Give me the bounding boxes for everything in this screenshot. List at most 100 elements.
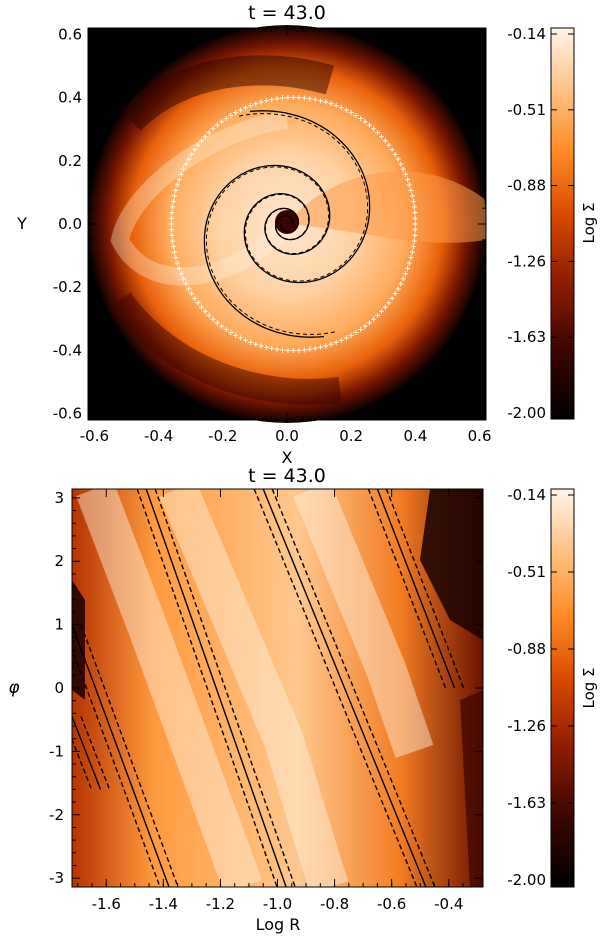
bottom-spiral-arm	[72, 624, 170, 887]
bottom-spiral-arm-dashed	[154, 489, 296, 887]
bottom-spiral-curves	[72, 489, 465, 887]
top-orbit-marker	[307, 346, 313, 352]
top-disk-density	[88, 25, 486, 423]
top-orbit-marker	[199, 304, 205, 310]
top-orbit-marker	[403, 271, 409, 277]
top-colorbar-tick-label: -2.00	[507, 404, 546, 422]
top-orbit-marker	[318, 344, 324, 350]
top-orbit-marker	[263, 98, 269, 104]
top-y-tick-label: 0.4	[58, 89, 82, 107]
top-orbit-marker	[279, 95, 285, 101]
bottom-spiral-arm	[72, 716, 102, 790]
bottom-colorbar-tick-label: -2.00	[507, 871, 546, 889]
bottom-x-tick-label: -0.8	[320, 895, 349, 913]
top-orbit-marker	[410, 244, 416, 250]
top-orbit-marker	[338, 337, 344, 343]
bottom-colorbar-tick-label: -1.26	[507, 717, 546, 735]
bottom-colorbar-label: Log Σ	[580, 667, 598, 708]
top-colorbar-tick-label: -1.63	[507, 328, 546, 346]
top-orbit-marker	[242, 105, 248, 111]
top-x-axis-label: X	[282, 448, 293, 467]
top-orbit-marker	[195, 142, 201, 148]
top-orbit-marker	[178, 171, 184, 177]
top-orbit-marker	[398, 281, 404, 287]
top-spiral-arm	[236, 113, 369, 282]
top-orbit-marker	[312, 345, 318, 351]
top-y-tick-label: -0.2	[53, 278, 82, 296]
top-orbit-marker	[269, 97, 275, 103]
top-x-tick-label: -0.4	[144, 427, 173, 445]
top-orbit-marker	[333, 103, 339, 109]
top-orbit-marker	[358, 115, 364, 121]
top-y-tick-label: -0.6	[53, 405, 82, 423]
top-orbit-marker	[343, 335, 349, 341]
top-orbit-marker	[412, 210, 418, 216]
top-orbit-marker	[174, 182, 180, 188]
top-spiral-arm	[205, 166, 338, 335]
bottom-x-tick-label: -0.6	[377, 895, 406, 913]
top-orbit-marker	[395, 156, 401, 162]
top-orbit-marker	[285, 347, 291, 353]
top-orbit-marker	[386, 300, 392, 306]
bottom-x-tick-label: -1.4	[149, 895, 178, 913]
top-orbit-marker	[228, 330, 234, 336]
top-colorbar-tick-label: -0.51	[507, 101, 546, 119]
top-x-tick-label: 0.4	[403, 427, 427, 445]
top-orbit-marker	[214, 122, 220, 128]
top-orbit-marker	[389, 147, 395, 153]
top-orbit-marker	[386, 142, 392, 148]
top-orbit-marker	[379, 308, 385, 314]
top-orbit-marker	[408, 255, 414, 261]
top-orbit-marker	[192, 295, 198, 301]
bottom-bright-band	[293, 489, 434, 758]
top-orbit-marker	[170, 204, 176, 210]
top-orbit-marker	[412, 215, 418, 221]
top-orbit-marker	[228, 112, 234, 118]
bottom-x-tick-label: -1.2	[206, 895, 235, 913]
top-y-tick-label: 0.0	[58, 215, 82, 233]
top-colorbar-ticks: -2.00 -1.63 -1.26 -0.88 -0.51 -0.14	[507, 25, 574, 422]
top-orbit-marker	[290, 347, 296, 353]
top-orbit-marker	[189, 291, 195, 297]
top-orbit-marker	[409, 193, 415, 199]
top-orbit-marker	[406, 182, 412, 188]
panel-top-xy-map: t = 43.0 -0.6 -0.4 -0.2 0.0 0.2 0.4 0.6-0.6-0.…	[16, 2, 598, 467]
top-y-axis-label: Y	[16, 214, 27, 233]
bottom-x-tick-label: -1.0	[263, 895, 292, 913]
top-orbit-marker	[173, 187, 179, 193]
top-orbit-marker	[169, 210, 175, 216]
top-orbit-marker	[199, 138, 205, 144]
bottom-bright-band	[159, 489, 349, 887]
top-orbit-marker	[183, 161, 189, 167]
bottom-plot-title: t = 43.0	[248, 465, 326, 487]
top-orbit-markers	[168, 95, 418, 353]
top-orbit-marker	[248, 339, 254, 345]
top-orbit-marker	[219, 119, 225, 125]
top-orbit-marker	[238, 335, 243, 341]
top-orbit-marker	[366, 122, 372, 128]
top-orbit-marker	[233, 110, 239, 116]
top-orbit-marker	[408, 187, 414, 193]
bottom-spiral-arm-dashed	[72, 737, 93, 790]
top-orbit-marker	[318, 98, 324, 104]
top-orbit-marker	[296, 347, 302, 353]
top-orbit-marker	[170, 238, 176, 244]
bottom-spiral-arm-dashed	[80, 624, 179, 887]
top-plot-title: t = 43.0	[248, 2, 326, 24]
bottom-spiral-arm-dashed	[72, 646, 161, 887]
top-orbit-marker	[173, 255, 179, 261]
top-x-tick-label: 0.6	[468, 427, 492, 445]
top-orbit-marker	[233, 332, 239, 338]
top-orbit-marker	[411, 238, 417, 244]
top-orbit-marker	[285, 95, 291, 101]
top-orbit-marker	[279, 347, 285, 353]
top-orbit-marker	[214, 320, 220, 326]
top-orbit-marker	[258, 343, 264, 349]
top-orbit-marker	[358, 327, 364, 333]
bottom-y-tick-label: 0	[54, 679, 64, 697]
bottom-density-map	[72, 489, 483, 887]
top-orbit-marker	[169, 215, 175, 221]
top-orbit-marker	[348, 332, 354, 338]
bottom-colorbar	[550, 488, 575, 888]
